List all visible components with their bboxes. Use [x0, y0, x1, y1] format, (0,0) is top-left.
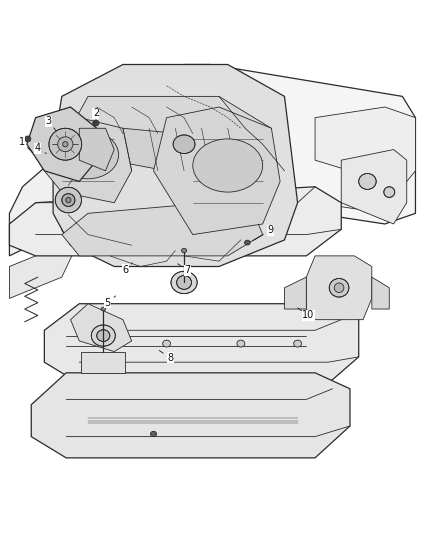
- Ellipse shape: [359, 173, 376, 189]
- Polygon shape: [184, 64, 416, 224]
- Polygon shape: [79, 128, 114, 171]
- Ellipse shape: [49, 128, 81, 160]
- Ellipse shape: [384, 187, 395, 197]
- Polygon shape: [153, 107, 280, 235]
- Ellipse shape: [193, 139, 263, 192]
- Ellipse shape: [63, 142, 68, 147]
- Ellipse shape: [101, 307, 106, 311]
- Polygon shape: [10, 240, 79, 298]
- Ellipse shape: [177, 276, 191, 289]
- Text: 1: 1: [18, 136, 25, 147]
- Ellipse shape: [25, 136, 31, 142]
- Text: 9: 9: [268, 225, 274, 236]
- Polygon shape: [372, 277, 389, 309]
- Polygon shape: [306, 256, 372, 320]
- Ellipse shape: [58, 137, 73, 152]
- Ellipse shape: [150, 431, 156, 437]
- Text: 4: 4: [35, 143, 41, 154]
- Ellipse shape: [55, 187, 81, 213]
- Ellipse shape: [181, 248, 187, 253]
- Text: 8: 8: [167, 353, 173, 363]
- Polygon shape: [81, 352, 125, 373]
- Ellipse shape: [237, 340, 245, 347]
- Ellipse shape: [244, 240, 250, 245]
- Polygon shape: [341, 150, 407, 224]
- Ellipse shape: [106, 225, 114, 233]
- Text: 3: 3: [46, 116, 52, 126]
- Text: 2: 2: [93, 108, 99, 118]
- Ellipse shape: [66, 197, 71, 203]
- Ellipse shape: [293, 340, 301, 347]
- Ellipse shape: [57, 131, 119, 179]
- Ellipse shape: [62, 225, 71, 233]
- Polygon shape: [10, 187, 341, 256]
- Polygon shape: [71, 96, 272, 150]
- Ellipse shape: [97, 330, 110, 342]
- Text: 5: 5: [105, 297, 111, 308]
- Polygon shape: [53, 64, 297, 266]
- Ellipse shape: [162, 340, 170, 347]
- Polygon shape: [10, 160, 79, 256]
- Polygon shape: [71, 304, 132, 352]
- Polygon shape: [44, 118, 132, 203]
- Ellipse shape: [171, 271, 197, 294]
- Text: 10: 10: [302, 310, 314, 320]
- Text: 6: 6: [122, 265, 128, 274]
- Polygon shape: [285, 277, 306, 309]
- Polygon shape: [44, 304, 359, 383]
- Ellipse shape: [106, 340, 114, 347]
- Ellipse shape: [329, 278, 349, 297]
- Polygon shape: [62, 203, 263, 256]
- Polygon shape: [315, 107, 416, 187]
- Polygon shape: [97, 128, 254, 176]
- Ellipse shape: [173, 135, 195, 154]
- Ellipse shape: [237, 225, 245, 233]
- Text: 7: 7: [184, 265, 191, 275]
- Ellipse shape: [171, 225, 180, 233]
- Polygon shape: [31, 373, 350, 458]
- Ellipse shape: [91, 325, 115, 346]
- Ellipse shape: [93, 120, 99, 126]
- Ellipse shape: [62, 193, 75, 206]
- Polygon shape: [27, 107, 97, 181]
- Ellipse shape: [334, 283, 344, 293]
